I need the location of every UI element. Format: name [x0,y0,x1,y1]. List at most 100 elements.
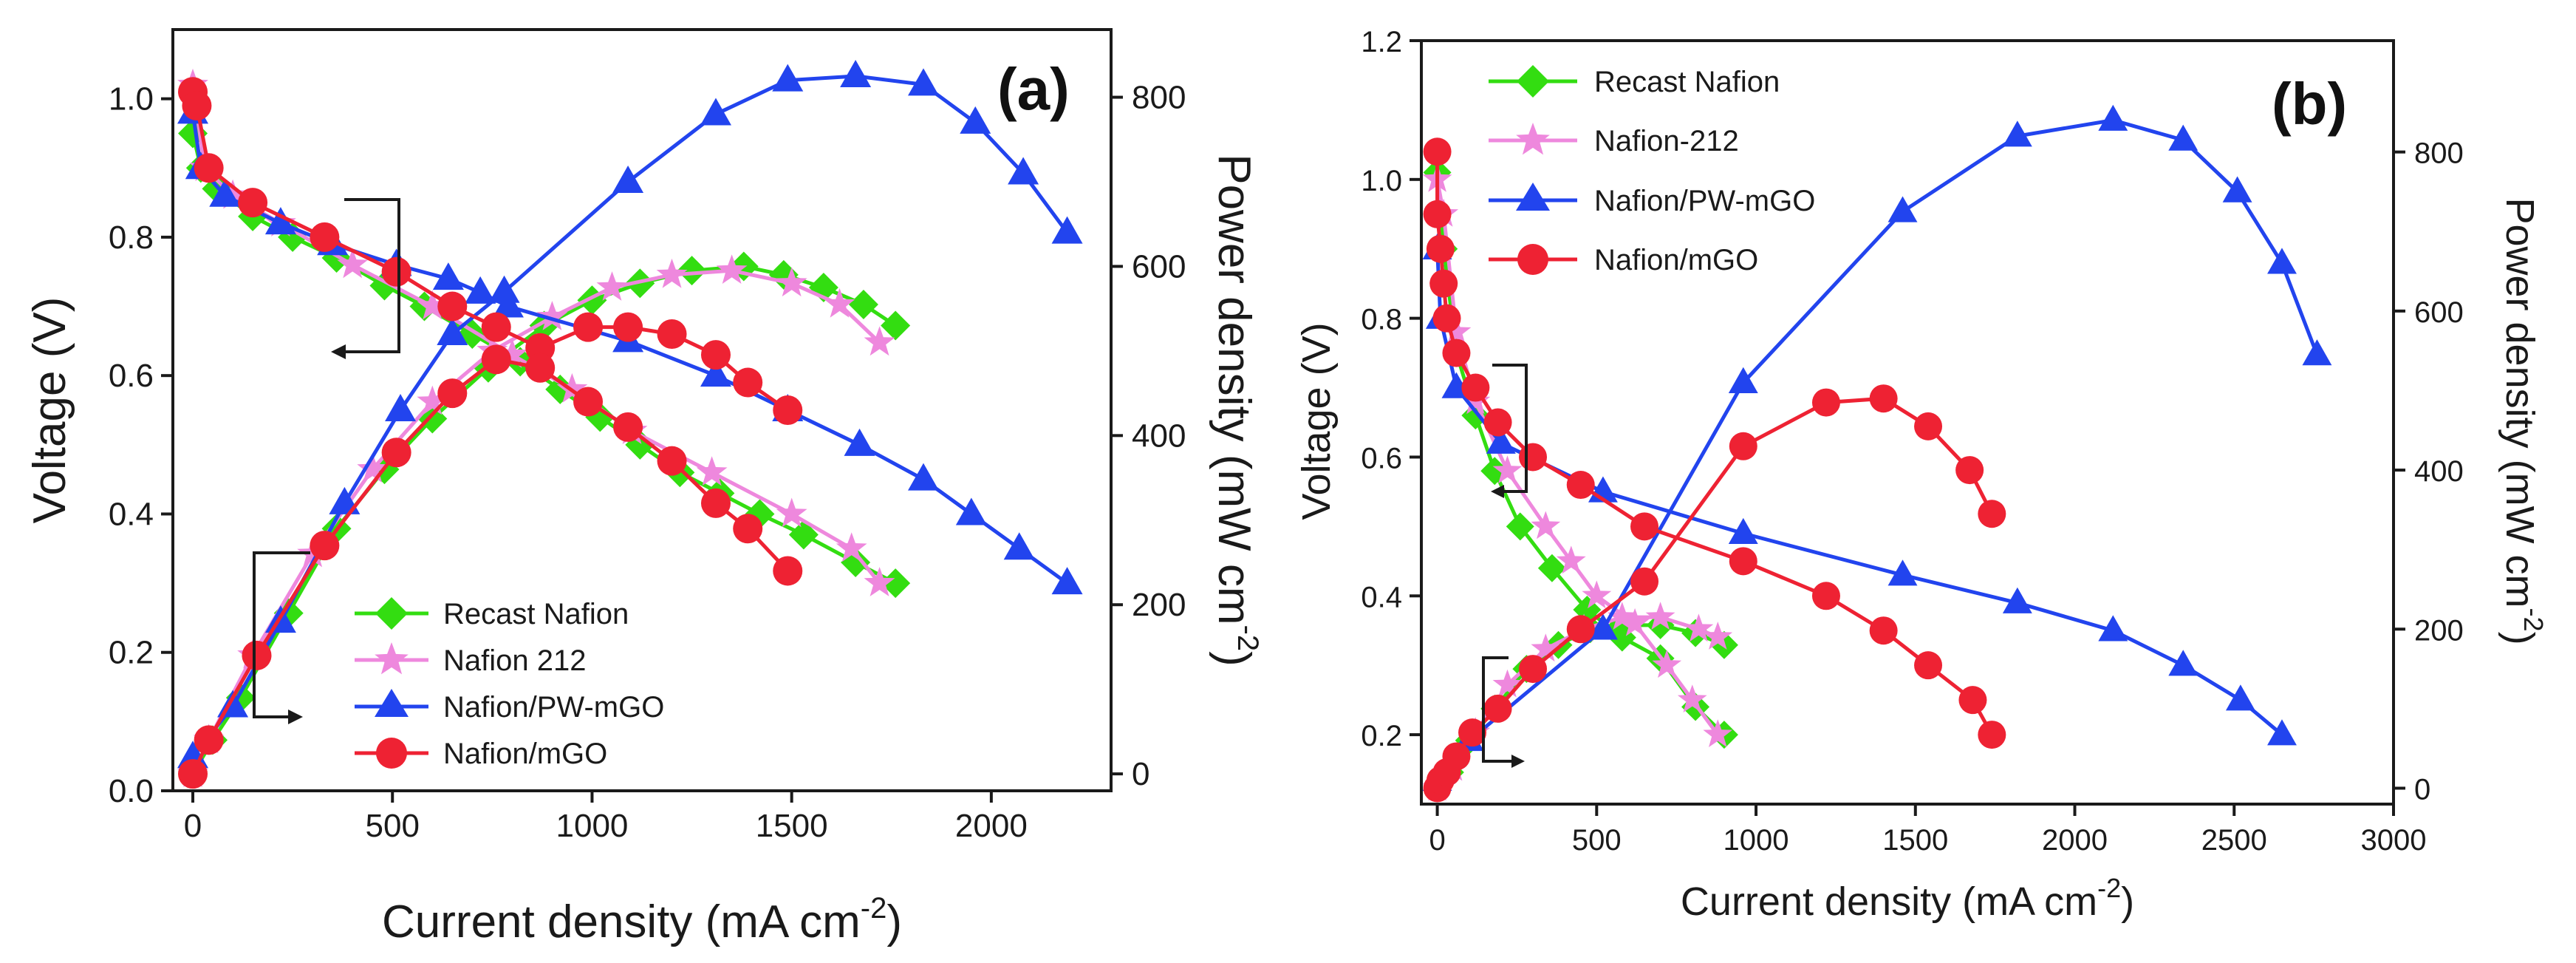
voltage-point [1652,650,1682,678]
series-nafion-pw-mgo [1422,104,2332,791]
power-point [1566,615,1595,644]
voltage-point [1519,443,1548,472]
x-tick-label: 3000 [2361,824,2427,857]
power-point [573,387,604,417]
power-point [2267,248,2297,274]
voltage-point [2002,587,2032,613]
power-point [1684,613,1714,642]
svg-text:Nafion 212: Nafion 212 [443,644,586,677]
voltage-point [432,262,464,290]
power-point [1588,613,1618,640]
voltage-point [337,248,369,279]
power-point [1442,742,1471,771]
series-nafion-212 [177,68,895,787]
voltage-point [1556,545,1586,574]
x-tick-label: 2000 [2042,824,2108,857]
voltage-point [1003,532,1035,560]
power-point [1492,669,1523,698]
power-point [960,106,991,134]
power-point [840,59,872,87]
power-point [1483,694,1512,723]
voltage-point [492,290,524,318]
power-point [848,289,878,319]
legend-item-recast-nafion-b: Recast Nafion [1489,65,1780,98]
power-point [437,378,468,409]
voltage-point [773,395,803,425]
power-point [772,64,804,92]
voltage-point [776,497,807,528]
power-point [1608,602,1637,630]
y-tick-label: 0.2 [1361,720,1402,752]
power-point [596,271,628,301]
x-axis-label-a: Current density (mA cm-2) [382,892,902,947]
power-point [2168,124,2199,151]
power-point [1729,432,1757,460]
voltage-point [1811,582,1840,610]
voltage-point [657,319,687,349]
y2-tick-label: 400 [1132,418,1186,454]
voltage-point [1537,554,1566,582]
power-point [864,326,895,356]
y2-tick-label: 0 [2414,773,2430,806]
legend-item-nafion-mgo-b: Nafion/mGO [1489,244,1758,276]
x-tick-label: 1000 [1723,824,1789,857]
power-point [773,556,803,586]
panel-label-a: (a) [997,56,1070,122]
voltage-point [733,367,763,398]
power-point [488,275,520,303]
voltage-point [836,532,867,562]
voltage-point [1423,200,1452,228]
power-point [1955,456,1984,485]
voltage-point [700,359,731,387]
voltage-point [788,520,819,550]
power-point [525,353,556,383]
power-point [1519,655,1548,684]
x-tick-label: 2500 [2201,824,2267,857]
power-point [481,344,511,375]
power-point [417,385,448,415]
voltage-point [1728,517,1758,545]
power-point [776,267,807,297]
voltage-point [1461,373,1490,402]
power-point [1630,567,1659,596]
svg-text:Nafion/mGO: Nafion/mGO [1594,244,1758,276]
power-point [716,254,748,284]
power-point [2002,120,2032,147]
power-point [194,725,224,755]
voltage-point [2168,650,2199,676]
voltage-point [1432,304,1461,333]
voltage-axis-indicator-arrow-a [340,198,400,353]
power-point [2302,339,2332,366]
y-tick-label: 0.6 [109,358,154,394]
voltage-point [194,153,224,183]
voltage-point [864,567,895,596]
x-tick-label: 1500 [756,808,828,844]
voltage-point [573,312,604,342]
voltage-point [2267,719,2297,746]
voltage-point [1620,608,1650,636]
power-point [1978,500,2006,528]
voltage-point [264,207,296,235]
x-tick-label: 0 [184,808,202,844]
svg-text:Nafion/PW-mGO: Nafion/PW-mGO [1594,185,1815,217]
x-tick-label: 1500 [1882,824,1948,857]
power-point [733,514,763,544]
power-axis-indicator-arrow-b [1482,656,1516,763]
y2-tick-label: 400 [2414,455,2464,488]
y2-tick-label: 600 [1132,248,1186,285]
voltage-point [1492,455,1523,484]
power-point [824,287,855,318]
y2-tick-label: 0 [1132,756,1149,792]
voltage-point [417,290,448,320]
voltage-point [2225,684,2255,711]
svg-text:Recast Nafion: Recast Nafion [443,598,629,630]
y2-axis-label-a: Power density (mW cm-2) [1209,154,1264,667]
voltage-point [465,276,496,304]
power-point [656,258,688,288]
voltage-point [1978,721,2006,749]
voltage-point [1429,269,1458,298]
panel-b: 0 500 1000 1500 2000 2500 3000 0.20.40.60.81.0… [1294,26,2549,924]
voltage-arrowhead-b [1491,485,1504,498]
power-point [1531,633,1561,662]
voltage-axis-indicator-arrow-b [1492,364,1528,493]
